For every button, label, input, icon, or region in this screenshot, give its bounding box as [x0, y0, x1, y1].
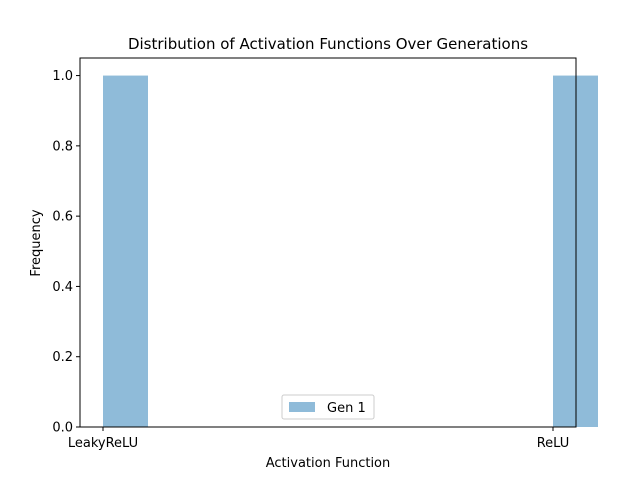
- y-tick-label-0: 0.0: [52, 421, 73, 436]
- legend-box: [281, 394, 375, 420]
- y-axis-label: Frequency: [29, 209, 44, 276]
- x-tick-label-leakyrelu: LeakyReLU: [68, 436, 138, 451]
- x-tick-label-relu: ReLU: [537, 436, 570, 451]
- y-tick-label-3: 0.6: [52, 210, 73, 225]
- chart-title: Distribution of Activation Functions Ove…: [128, 35, 528, 53]
- y-tick-label-1: 0.2: [52, 350, 73, 365]
- plot-frame: [79, 57, 577, 428]
- y-tick-label-4: 0.8: [52, 139, 73, 154]
- legend-label-gen-1: Gen 1: [327, 401, 366, 416]
- y-tick-label-2: 0.4: [52, 280, 73, 295]
- bar-leakyrelu-gen-1: [103, 75, 148, 428]
- legend: Gen 1: [281, 394, 375, 420]
- y-tick-label-5: 1.0: [52, 69, 73, 84]
- x-axis-label: Activation Function: [266, 456, 391, 471]
- legend-swatch-gen-1: [289, 402, 315, 412]
- plot-area: LeakyReLU ReLU 0.0 0.2 0.4 0.6 0.8 1.0: [52, 69, 598, 451]
